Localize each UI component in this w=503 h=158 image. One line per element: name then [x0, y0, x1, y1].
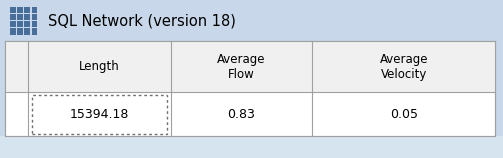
Bar — [10, 21, 16, 27]
Bar — [24, 7, 30, 13]
Text: Length: Length — [79, 60, 120, 73]
Bar — [17, 21, 23, 27]
Bar — [0, 0, 503, 41]
Bar — [10, 28, 16, 35]
Bar — [0, 136, 503, 158]
Bar — [32, 7, 37, 13]
Bar — [24, 21, 30, 27]
Bar — [17, 14, 23, 20]
Text: 0.05: 0.05 — [390, 108, 417, 121]
Text: 0.83: 0.83 — [227, 108, 256, 121]
Text: 15394.18: 15394.18 — [69, 108, 129, 121]
Bar — [32, 28, 37, 35]
Text: SQL Network (version 18): SQL Network (version 18) — [48, 13, 236, 28]
Bar — [10, 14, 16, 20]
Bar — [5, 41, 495, 92]
Bar — [5, 41, 495, 136]
Bar — [24, 28, 30, 35]
Bar — [17, 7, 23, 13]
Text: Average
Flow: Average Flow — [217, 53, 266, 81]
Text: Average
Velocity: Average Velocity — [379, 53, 428, 81]
Bar — [32, 95, 167, 134]
Bar — [24, 14, 30, 20]
Bar — [32, 21, 37, 27]
Bar — [17, 28, 23, 35]
Bar — [10, 7, 16, 13]
Bar — [32, 14, 37, 20]
